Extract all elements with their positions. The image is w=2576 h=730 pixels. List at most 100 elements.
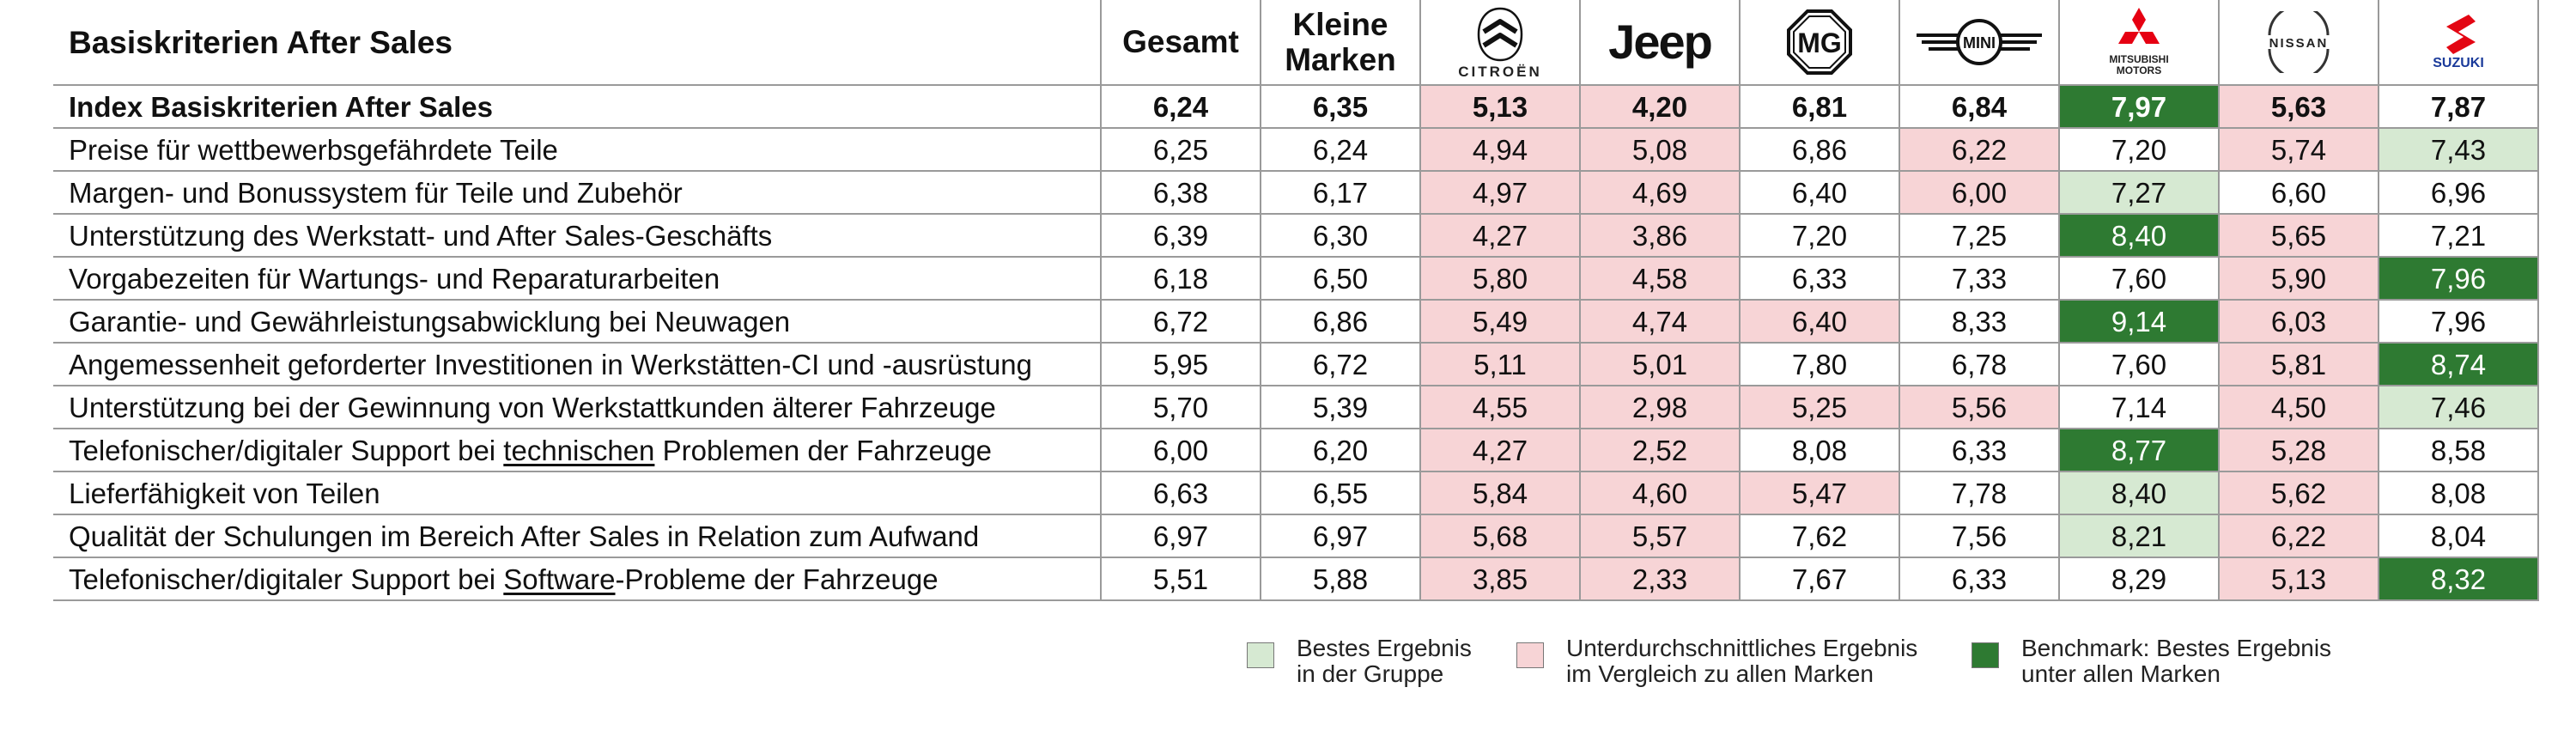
value-cell: 7,43 — [2379, 128, 2539, 172]
value-cell: 6,55 — [1261, 471, 1421, 515]
value-cell: 5,81 — [2219, 343, 2379, 386]
table-row: Unterstützung bei der Gewinnung von Werk… — [53, 386, 2539, 429]
value-cell: 5,57 — [1580, 514, 1741, 558]
value-cell: 7,97 — [2059, 85, 2220, 129]
value-cell: 4,69 — [1580, 171, 1741, 215]
value-cell: 6,86 — [1740, 128, 1900, 172]
value-cell: 7,21 — [2379, 214, 2539, 258]
value-cell: 6,86 — [1261, 300, 1421, 344]
value-cell: 5,13 — [1420, 85, 1581, 129]
value-cell: 5,51 — [1101, 557, 1261, 601]
value-cell: 6,24 — [1261, 128, 1421, 172]
col-header-citroen: CITROËN — [1420, 0, 1581, 86]
col-header-kleine-marken: Kleine Marken — [1261, 0, 1421, 86]
row-label-part: Telefonischer/digitaler Support bei — [69, 434, 504, 466]
mg-wordmark: MG — [1797, 27, 1842, 58]
nissan-wordmark: NISSAN — [2269, 36, 2329, 51]
value-cell: 8,33 — [1899, 300, 2060, 344]
value-cell: 5,56 — [1899, 386, 2060, 429]
row-label-part: Telefonischer/digitaler Support bei — [69, 563, 504, 595]
value-cell: 8,08 — [1740, 429, 1900, 472]
value-cell: 6,03 — [2219, 300, 2379, 344]
value-cell: 6,39 — [1101, 214, 1261, 258]
value-cell: 7,56 — [1899, 514, 2060, 558]
value-cell: 8,40 — [2059, 214, 2220, 258]
value-cell: 5,80 — [1420, 257, 1581, 301]
value-cell: 4,60 — [1580, 471, 1741, 515]
value-cell: 5,88 — [1261, 557, 1421, 601]
col-header-jeep: Jeep — [1580, 0, 1741, 86]
value-cell: 7,78 — [1899, 471, 2060, 515]
row-label: Unterstützung bei der Gewinnung von Werk… — [53, 386, 1102, 429]
value-cell: 5,95 — [1101, 343, 1261, 386]
value-cell: 6,33 — [1740, 257, 1900, 301]
value-cell: 6,38 — [1101, 171, 1261, 215]
value-cell: 5,74 — [2219, 128, 2379, 172]
row-label: Telefonischer/digitaler Support bei tech… — [53, 429, 1102, 472]
citroen-chevrons-icon — [1477, 7, 1523, 61]
value-cell: 5,70 — [1101, 386, 1261, 429]
value-cell: 7,60 — [2059, 343, 2220, 386]
value-cell: 4,20 — [1580, 85, 1741, 129]
jeep-wordmark: Jeep — [1608, 15, 1713, 69]
value-cell: 8,58 — [2379, 429, 2539, 472]
value-cell: 8,04 — [2379, 514, 2539, 558]
value-cell: 6,22 — [1899, 128, 2060, 172]
value-cell: 4,27 — [1420, 429, 1581, 472]
table-row: Angemessenheit geforderter Investitionen… — [53, 343, 2539, 386]
value-cell: 6,72 — [1101, 300, 1261, 344]
value-cell: 6,78 — [1899, 343, 2060, 386]
value-cell: 5,63 — [2219, 85, 2379, 129]
row-label: Preise für wettbewerbsgefährdete Teile — [53, 128, 1102, 172]
value-cell: 6,17 — [1261, 171, 1421, 215]
mitsubishi-diamonds-icon — [2118, 7, 2160, 44]
row-label: Garantie- und Gewährleistungsabwicklung … — [53, 300, 1102, 344]
mg-octagon-icon: MG — [1787, 9, 1852, 75]
row-label: Margen- und Bonussystem für Teile und Zu… — [53, 171, 1102, 215]
value-cell: 5,11 — [1420, 343, 1581, 386]
legend-swatch — [1247, 642, 1274, 668]
value-cell: 5,25 — [1740, 386, 1900, 429]
value-cell: 6,81 — [1740, 85, 1900, 129]
value-cell: 5,47 — [1740, 471, 1900, 515]
value-cell: 6,00 — [1101, 429, 1261, 472]
table-row: Preise für wettbewerbsgefährdete Teile 6,… — [53, 128, 2539, 172]
col-header-mini: MINI — [1899, 0, 2060, 86]
value-cell: 6,72 — [1261, 343, 1421, 386]
value-cell: 6,63 — [1101, 471, 1261, 515]
col-header-gesamt: Gesamt — [1101, 0, 1261, 86]
row-label-emphasis: technischen — [503, 434, 655, 466]
legend-text: Bestes Ergebnis in der Gruppe — [1297, 635, 1472, 688]
row-label-part: Problemen der Fahrzeuge — [654, 434, 992, 466]
nissan-ring-icon: NISSAN — [2268, 11, 2330, 73]
value-cell: 7,87 — [2379, 85, 2539, 129]
value-cell: 5,62 — [2219, 471, 2379, 515]
row-label: Index Basiskriterien After Sales — [53, 85, 1102, 129]
legend-text: Benchmark: Bestes Ergebnis unter allen M… — [2021, 635, 2332, 688]
value-cell: 6,40 — [1740, 171, 1900, 215]
value-cell: 6,33 — [1899, 557, 2060, 601]
value-cell: 4,55 — [1420, 386, 1581, 429]
value-cell: 3,85 — [1420, 557, 1581, 601]
col-header-nissan: NISSAN — [2219, 0, 2379, 86]
value-cell: 6,50 — [1261, 257, 1421, 301]
results-table: Basiskriterien After Sales Gesamt Kleine… — [53, 0, 2539, 601]
header-row: Basiskriterien After Sales Gesamt Kleine… — [53, 0, 2539, 86]
mini-wings-icon: MINI — [1917, 19, 2042, 65]
mitsubishi-wordmark: MITSUBISHI MOTORS — [2109, 52, 2169, 76]
value-cell: 6,00 — [1899, 171, 2060, 215]
col-header-mg: MG — [1740, 0, 1900, 86]
legend-item-bench: Benchmark: Bestes Ergebnis unter allen M… — [1971, 635, 2332, 688]
citroen-wordmark: CITROËN — [1458, 63, 1542, 80]
value-cell: 6,30 — [1261, 214, 1421, 258]
value-cell: 8,74 — [2379, 343, 2539, 386]
value-cell: 6,35 — [1261, 85, 1421, 129]
value-cell: 5,90 — [2219, 257, 2379, 301]
value-cell: 5,68 — [1420, 514, 1581, 558]
value-cell: 7,27 — [2059, 171, 2220, 215]
value-cell: 6,40 — [1740, 300, 1900, 344]
value-cell: 2,52 — [1580, 429, 1741, 472]
value-cell: 5,39 — [1261, 386, 1421, 429]
row-label-emphasis: Software — [503, 563, 616, 595]
value-cell: 2,98 — [1580, 386, 1741, 429]
